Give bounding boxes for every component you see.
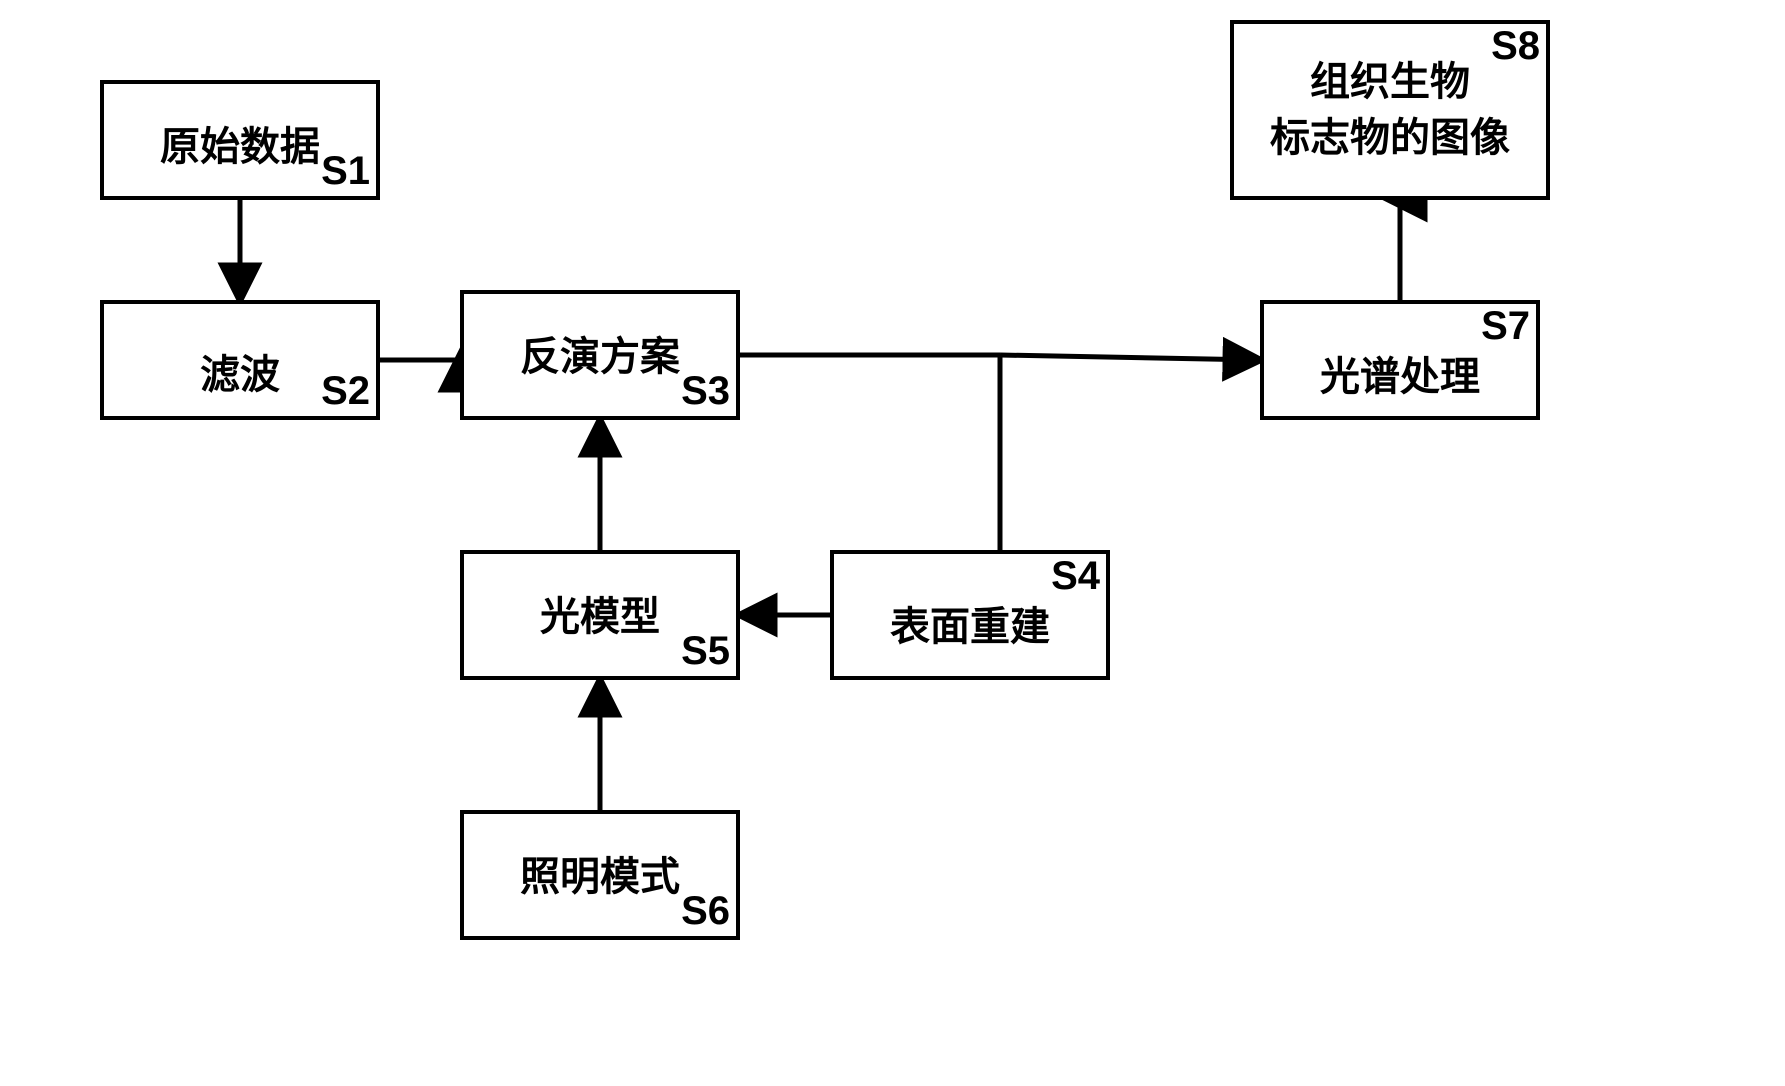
node-id-s3: S3 — [681, 369, 730, 414]
node-s3: 反演方案S3 — [460, 290, 740, 420]
node-label-s4: 表面重建 — [834, 594, 1106, 652]
flowchart-canvas: 原始数据S1 滤波S2 反演方案S3 光模型S5 表面重建S4 照明模式S6 光谱处理S7 组… — [0, 0, 1785, 1086]
node-s2: 滤波S2 — [100, 300, 380, 420]
node-s1: 原始数据S1 — [100, 80, 380, 200]
node-id-s5: S5 — [681, 629, 730, 674]
node-label-s8: 组织生物 标志物的图像 — [1234, 54, 1546, 166]
node-id-s1: S1 — [321, 149, 370, 194]
node-id-s7: S7 — [1481, 304, 1530, 349]
node-id-s2: S2 — [321, 369, 370, 414]
edge-e2 — [380, 355, 460, 360]
node-id-s6: S6 — [681, 889, 730, 934]
node-id-s8: S8 — [1491, 24, 1540, 69]
edge-e7 — [740, 355, 1260, 550]
node-s4: 表面重建S4 — [830, 550, 1110, 680]
edge-e6 — [1390, 200, 1400, 300]
node-s6: 照明模式S6 — [460, 810, 740, 940]
node-s7: 光谱处理S7 — [1260, 300, 1540, 420]
node-s5: 光模型S5 — [460, 550, 740, 680]
node-s8: 组织生物 标志物的图像S8 — [1230, 20, 1550, 200]
node-id-s4: S4 — [1051, 554, 1100, 599]
node-label-s7: 光谱处理 — [1264, 344, 1536, 402]
